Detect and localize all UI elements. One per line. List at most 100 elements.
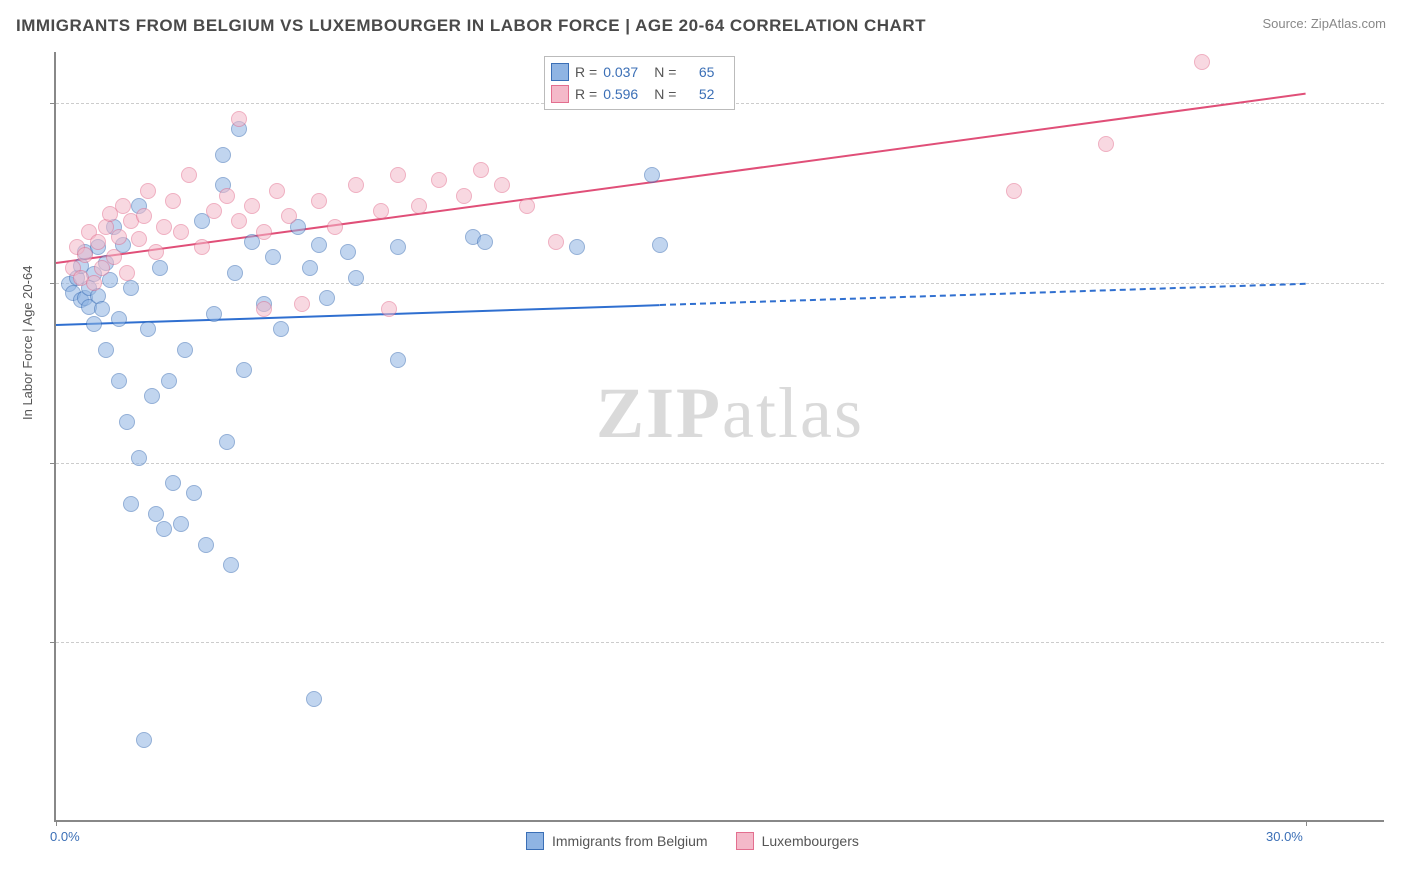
chart-title: IMMIGRANTS FROM BELGIUM VS LUXEMBOURGER …: [16, 16, 926, 36]
legend-row-belgium: R =0.037N =65: [551, 61, 724, 83]
gridline: [56, 283, 1384, 284]
data-point-belgium: [265, 249, 281, 265]
correlation-legend: R = 0.037 N = 65 R = 0.596 N = 52: [544, 56, 735, 110]
x-tick-label: 0.0%: [50, 829, 80, 844]
data-point-luxembourg: [136, 208, 152, 224]
y-axis-title: In Labor Force | Age 20-64: [20, 266, 35, 420]
y-tick: [50, 642, 56, 643]
data-point-luxembourg: [119, 265, 135, 281]
data-point-luxembourg: [131, 231, 147, 247]
data-point-belgium: [140, 321, 156, 337]
data-point-belgium: [131, 450, 147, 466]
data-point-belgium: [111, 311, 127, 327]
data-point-luxembourg: [148, 244, 164, 260]
data-point-luxembourg: [256, 301, 272, 317]
data-point-luxembourg: [294, 296, 310, 312]
data-point-luxembourg: [519, 198, 535, 214]
r-value: 0.037: [603, 64, 648, 80]
data-point-luxembourg: [194, 239, 210, 255]
data-point-luxembourg: [327, 219, 343, 235]
y-tick-label: 82.5%: [1394, 276, 1406, 291]
data-point-luxembourg: [381, 301, 397, 317]
data-point-luxembourg: [373, 203, 389, 219]
data-point-belgium: [152, 260, 168, 276]
y-tick-label: 47.5%: [1394, 635, 1406, 650]
data-point-belgium: [144, 388, 160, 404]
data-point-belgium: [644, 167, 660, 183]
data-point-belgium: [123, 280, 139, 296]
data-point-belgium: [173, 516, 189, 532]
data-point-belgium: [206, 306, 222, 322]
r-label: R =: [575, 86, 597, 102]
data-point-luxembourg: [348, 177, 364, 193]
y-tick-label: 65.0%: [1394, 455, 1406, 470]
x-tick: [1306, 820, 1307, 826]
legend-swatch-icon: [551, 85, 569, 103]
data-point-belgium: [161, 373, 177, 389]
data-point-luxembourg: [219, 188, 235, 204]
data-point-luxembourg: [411, 198, 427, 214]
data-point-belgium: [215, 147, 231, 163]
data-point-luxembourg: [269, 183, 285, 199]
legend-swatch-icon: [551, 63, 569, 81]
data-point-belgium: [236, 362, 252, 378]
legend-row-luxembourg: R = 0.596 N = 52: [551, 83, 724, 105]
watermark: ZIPatlas: [596, 372, 864, 455]
data-point-belgium: [311, 237, 327, 253]
data-point-luxembourg: [494, 177, 510, 193]
data-point-belgium: [111, 373, 127, 389]
data-point-belgium: [390, 239, 406, 255]
data-point-belgium: [186, 485, 202, 501]
source-attribution: Source: ZipAtlas.com: [1262, 16, 1386, 31]
data-point-belgium: [306, 691, 322, 707]
data-point-luxembourg: [173, 224, 189, 240]
data-point-luxembourg: [311, 193, 327, 209]
data-point-luxembourg: [86, 275, 102, 291]
data-point-belgium: [156, 521, 172, 537]
y-tick: [50, 463, 56, 464]
data-point-luxembourg: [281, 208, 297, 224]
data-point-belgium: [98, 342, 114, 358]
data-point-belgium: [94, 301, 110, 317]
legend-swatch-icon: [736, 832, 754, 850]
legend-swatch-icon: [526, 832, 544, 850]
data-point-belgium: [136, 732, 152, 748]
data-point-luxembourg: [1006, 183, 1022, 199]
data-point-luxembourg: [473, 162, 489, 178]
data-point-belgium: [569, 239, 585, 255]
n-label: N =: [654, 86, 676, 102]
data-point-belgium: [123, 496, 139, 512]
legend-label: Immigrants from Belgium: [552, 833, 708, 849]
data-point-belgium: [348, 270, 364, 286]
data-point-belgium: [177, 342, 193, 358]
y-tick-label: 100.0%: [1394, 96, 1406, 111]
data-point-luxembourg: [231, 213, 247, 229]
data-point-luxembourg: [244, 198, 260, 214]
data-point-luxembourg: [390, 167, 406, 183]
series-legend: Immigrants from BelgiumLuxembourgers: [526, 832, 859, 850]
n-value: 52: [682, 86, 724, 102]
data-point-belgium: [302, 260, 318, 276]
data-point-belgium: [148, 506, 164, 522]
x-tick-label: 30.0%: [1266, 829, 1303, 844]
data-point-belgium: [652, 237, 668, 253]
data-point-luxembourg: [165, 193, 181, 209]
n-value: 65: [682, 64, 724, 80]
n-label: N =: [654, 64, 676, 80]
data-point-belgium: [477, 234, 493, 250]
gridline: [56, 463, 1384, 464]
y-tick: [50, 283, 56, 284]
data-point-belgium: [223, 557, 239, 573]
chart-plot-area: 47.5%65.0%82.5%100.0%0.0%30.0%ZIPatlasR …: [54, 52, 1384, 822]
r-value: 0.596: [603, 86, 648, 102]
data-point-belgium: [198, 537, 214, 553]
data-point-luxembourg: [548, 234, 564, 250]
data-point-belgium: [119, 414, 135, 430]
data-point-belgium: [165, 475, 181, 491]
data-point-luxembourg: [115, 198, 131, 214]
data-point-luxembourg: [256, 224, 272, 240]
data-point-luxembourg: [111, 229, 127, 245]
data-point-luxembourg: [106, 249, 122, 265]
data-point-luxembourg: [1194, 54, 1210, 70]
x-tick: [56, 820, 57, 826]
